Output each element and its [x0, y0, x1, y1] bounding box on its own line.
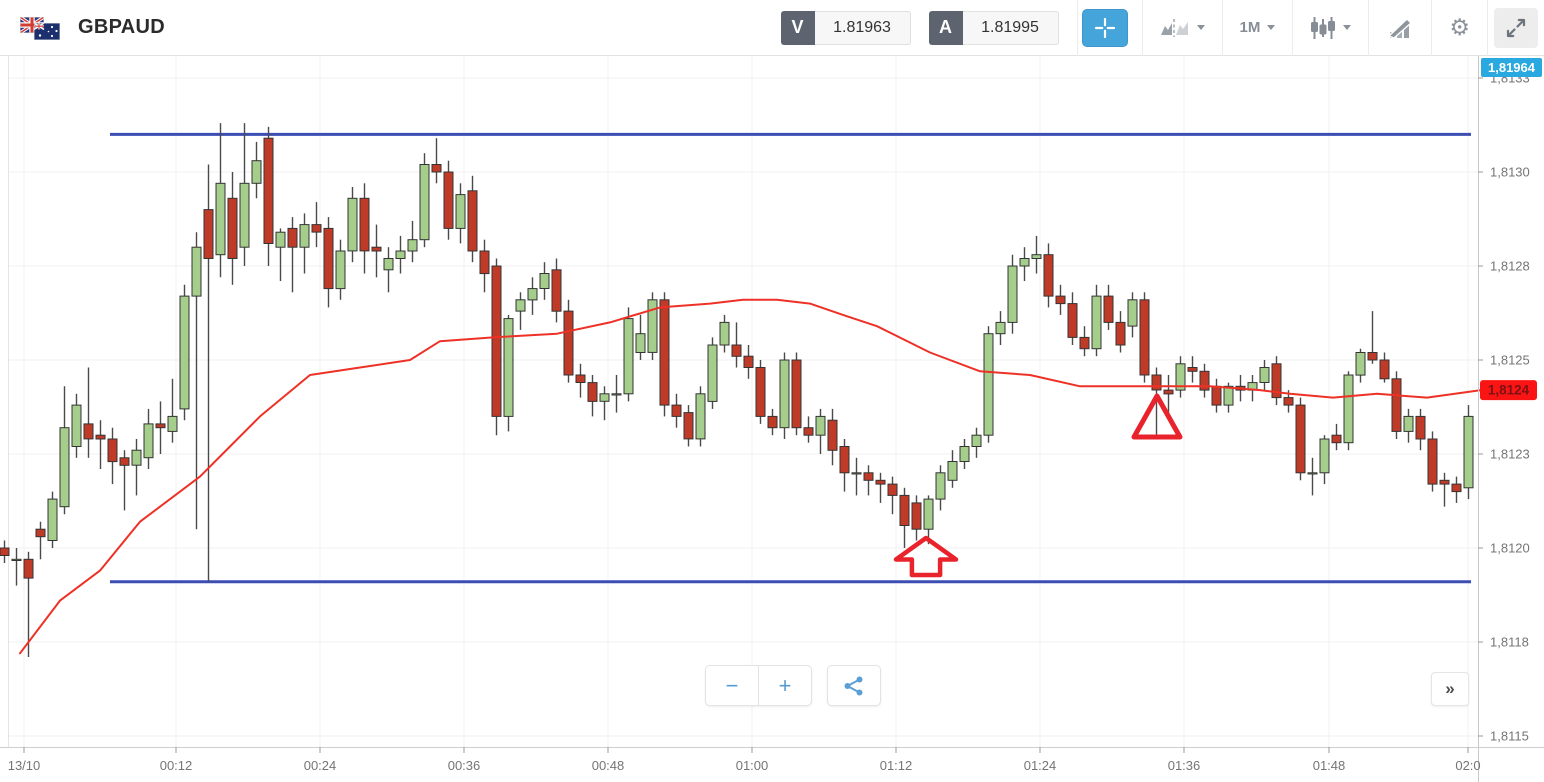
bid-price: 1.81963: [814, 10, 911, 45]
ask-quote: A 1.81995: [928, 10, 1059, 45]
svg-text:1,8124: 1,8124: [1488, 383, 1530, 398]
chevron-down-icon: [1196, 25, 1205, 30]
buy-button[interactable]: A: [928, 10, 963, 45]
zoom-out-button[interactable]: −: [706, 666, 759, 705]
symbol-flags-icon: [20, 15, 62, 41]
svg-text:00:48: 00:48: [592, 758, 625, 773]
toolbar-separator: [1487, 0, 1488, 56]
svg-text:1,8128: 1,8128: [1490, 259, 1530, 274]
svg-text:00:24: 00:24: [304, 758, 337, 773]
symbol-header: GBPAUD: [0, 15, 165, 41]
zoom-in-button[interactable]: +: [759, 666, 811, 705]
svg-text:1,8123: 1,8123: [1490, 447, 1530, 462]
chart-type-button[interactable]: [1293, 0, 1368, 56]
svg-text:13/10: 13/10: [8, 758, 41, 773]
svg-text:01:12: 01:12: [880, 758, 913, 773]
au-flag-icon: [34, 22, 60, 40]
toolbar-separator: [1221, 0, 1223, 56]
drawing-tools-icon: [1388, 17, 1413, 39]
compare-charts-icon: [1160, 18, 1188, 37]
timeframe-label: 1M: [1239, 19, 1261, 36]
svg-text:01:00: 01:00: [736, 758, 769, 773]
svg-text:02:0: 02:0: [1455, 758, 1480, 773]
svg-text:01:24: 01:24: [1024, 758, 1057, 773]
symbol-title: GBPAUD: [78, 16, 165, 38]
chevron-down-icon: [1343, 25, 1352, 30]
toolbar-controls: V 1.81963 A 1.81995: [780, 0, 1544, 56]
drawing-tools-button[interactable]: [1369, 0, 1431, 56]
svg-text:01:48: 01:48: [1313, 758, 1346, 773]
chart-toolbar: GBPAUD V 1.81963 A 1.81995: [0, 0, 1544, 56]
svg-text:1,8125: 1,8125: [1490, 353, 1530, 368]
svg-text:01:36: 01:36: [1168, 758, 1201, 773]
svg-text:00:36: 00:36: [448, 758, 481, 773]
bid-quote: V 1.81963: [780, 10, 911, 45]
candlestick-icon: [1311, 16, 1336, 39]
candlestick-chart-canvas[interactable]: 13/10 00:12 00:24 00:36 00:48 01:00 01:12 01:24…: [0, 56, 1544, 782]
share-button[interactable]: [827, 665, 881, 706]
svg-text:1,8120: 1,8120: [1490, 541, 1530, 556]
expand-icon: [1506, 18, 1526, 37]
crosshair-button[interactable]: [1081, 8, 1128, 47]
timeframe-button[interactable]: 1M: [1223, 0, 1293, 56]
svg-text:1,8115: 1,8115: [1490, 729, 1529, 744]
settings-button[interactable]: ⚙: [1432, 0, 1487, 56]
toolbar-separator: [1292, 0, 1294, 56]
toolbar-separator: [1076, 0, 1078, 56]
crosshair-icon: [1094, 17, 1115, 38]
collapse-panel-button[interactable]: »: [1431, 672, 1469, 706]
sell-button[interactable]: V: [780, 10, 815, 45]
svg-text:1,8130: 1,8130: [1490, 165, 1530, 180]
chart-style-button[interactable]: [1143, 0, 1222, 56]
share-icon: [844, 676, 863, 695]
chevron-down-icon: [1267, 25, 1276, 30]
fullscreen-button[interactable]: [1494, 7, 1538, 48]
toolbar-separator: [1431, 0, 1433, 56]
toolbar-separator: [1368, 0, 1370, 56]
toolbar-separator: [1141, 0, 1143, 56]
svg-text:1,81964: 1,81964: [1488, 60, 1536, 75]
svg-text:1,8118: 1,8118: [1490, 635, 1529, 650]
gear-icon: ⚙: [1449, 14, 1470, 40]
ask-price: 1.81995: [962, 10, 1059, 45]
chart-pane: 13/10 00:12 00:24 00:36 00:48 01:00 01:12 01:24…: [0, 56, 1544, 782]
svg-text:00:12: 00:12: [160, 758, 193, 773]
zoom-controls: − +: [705, 665, 812, 706]
